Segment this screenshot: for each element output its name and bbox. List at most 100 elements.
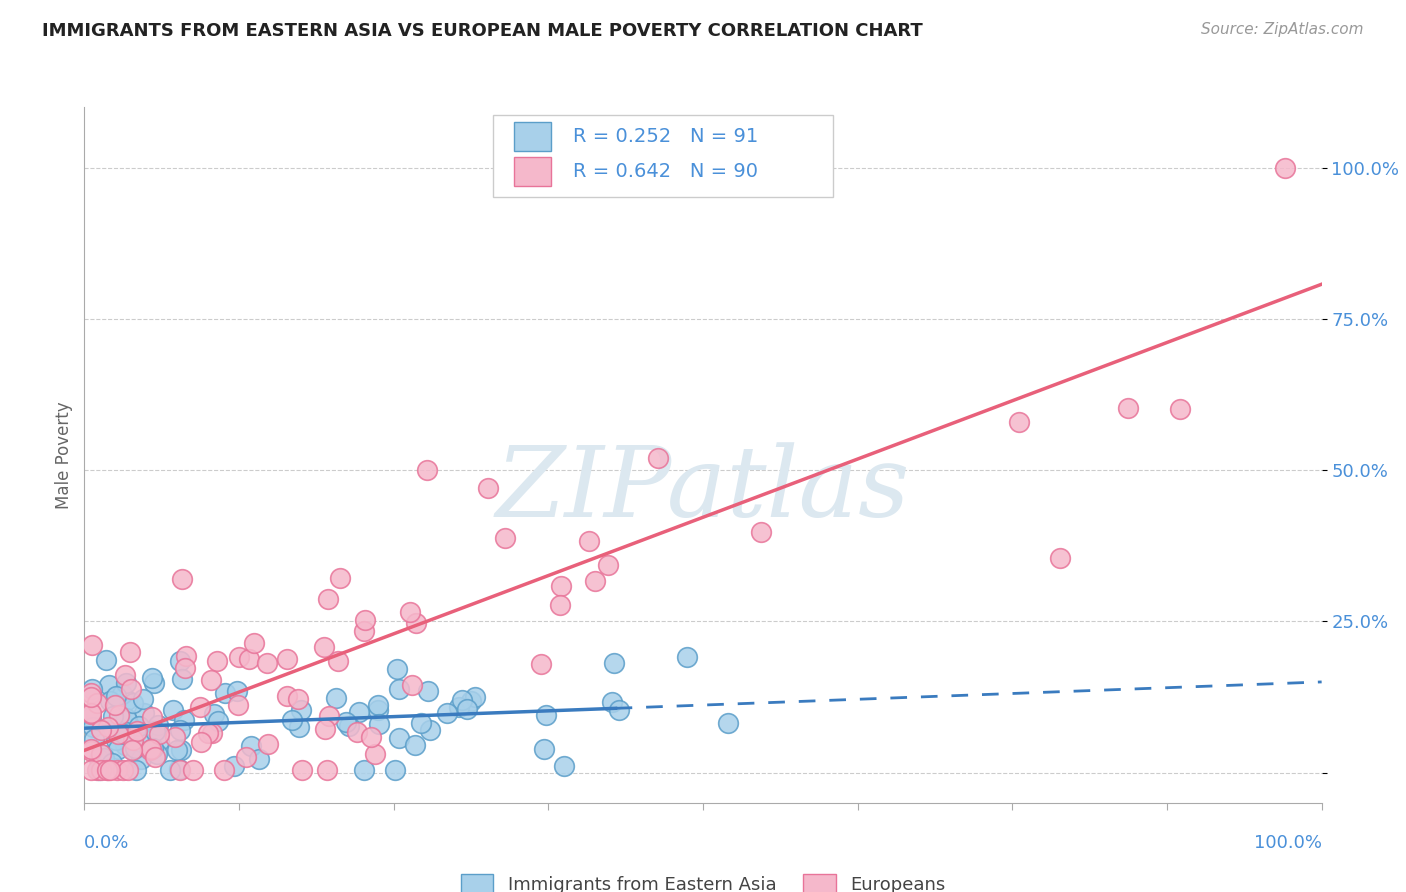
Point [107, 727, 129, 741]
Point [176, 649, 198, 664]
Point [174, 661, 197, 675]
Point [145, 750, 167, 764]
Point [86, 763, 108, 777]
Point [596, 558, 619, 572]
Point [124, 741, 146, 756]
Point [276, 652, 298, 666]
Point [114, 725, 136, 739]
Point [247, 752, 270, 766]
Point [225, 684, 247, 698]
Point [200, 673, 222, 688]
Point [314, 722, 336, 736]
Point [585, 574, 607, 588]
Point [159, 763, 181, 777]
Point [121, 743, 143, 757]
Point [98, 678, 121, 692]
Point [101, 756, 124, 770]
Point [101, 709, 124, 723]
Point [173, 713, 195, 727]
Point [291, 763, 314, 777]
Text: ZIPatlas: ZIPatlas [496, 442, 910, 537]
Point [235, 750, 257, 764]
Point [287, 720, 309, 734]
Point [181, 763, 204, 777]
Point [647, 450, 669, 465]
Point [112, 727, 135, 741]
Point [114, 711, 136, 725]
Point [129, 752, 152, 766]
Point [169, 654, 191, 668]
Point [329, 571, 352, 585]
Point [207, 714, 229, 728]
Point [280, 713, 302, 727]
Point [548, 599, 571, 613]
Point [79, 685, 101, 699]
Point [416, 684, 439, 698]
Point [533, 741, 555, 756]
Point [312, 640, 335, 654]
Point [1168, 402, 1191, 417]
Point [1118, 401, 1140, 416]
Point [82, 720, 104, 734]
Point [79, 706, 101, 721]
Point [141, 710, 163, 724]
Point [80, 682, 103, 697]
Point [409, 716, 432, 731]
Point [346, 725, 368, 739]
FancyBboxPatch shape [513, 122, 551, 151]
Point [388, 731, 411, 745]
Point [212, 763, 235, 777]
Point [79, 763, 101, 777]
Point [132, 692, 155, 706]
Point [347, 705, 370, 719]
Point [553, 759, 575, 773]
Point [120, 681, 142, 696]
Point [388, 681, 411, 696]
Text: IMMIGRANTS FROM EASTERN ASIA VS EUROPEAN MALE POVERTY CORRELATION CHART: IMMIGRANTS FROM EASTERN ASIA VS EUROPEAN… [42, 22, 922, 40]
Point [451, 693, 474, 707]
Point [214, 686, 236, 700]
Point [115, 692, 138, 706]
Point [316, 591, 339, 606]
Point [97, 763, 120, 777]
Point [607, 703, 630, 717]
Point [110, 712, 132, 726]
Point [122, 696, 145, 710]
Point [239, 739, 262, 753]
Point [114, 738, 136, 752]
FancyBboxPatch shape [492, 115, 832, 197]
Point [127, 723, 149, 738]
Point [103, 722, 125, 736]
Point [675, 649, 697, 664]
Point [80, 744, 103, 758]
Point [117, 763, 139, 777]
Point [129, 734, 152, 748]
Point [104, 733, 127, 747]
FancyBboxPatch shape [513, 157, 551, 186]
Point [107, 741, 129, 756]
Text: R = 0.252   N = 91: R = 0.252 N = 91 [574, 127, 758, 146]
Point [222, 758, 245, 772]
Point [190, 735, 212, 749]
Text: 100.0%: 100.0% [1254, 834, 1322, 852]
Point [602, 695, 624, 709]
Point [578, 534, 600, 549]
Point [90, 747, 112, 761]
Point [364, 747, 387, 762]
Point [169, 763, 191, 777]
Point [121, 732, 143, 747]
Point [93, 747, 115, 762]
Point [98, 763, 121, 777]
Point [202, 707, 225, 722]
Point [89, 763, 111, 777]
Point [83, 732, 105, 747]
Point [325, 690, 347, 705]
Point [162, 703, 184, 717]
Point [188, 700, 211, 714]
Point [166, 743, 188, 757]
Point [205, 654, 228, 668]
Point [494, 531, 516, 545]
Point [550, 579, 572, 593]
Point [165, 730, 187, 744]
Point [148, 734, 170, 748]
